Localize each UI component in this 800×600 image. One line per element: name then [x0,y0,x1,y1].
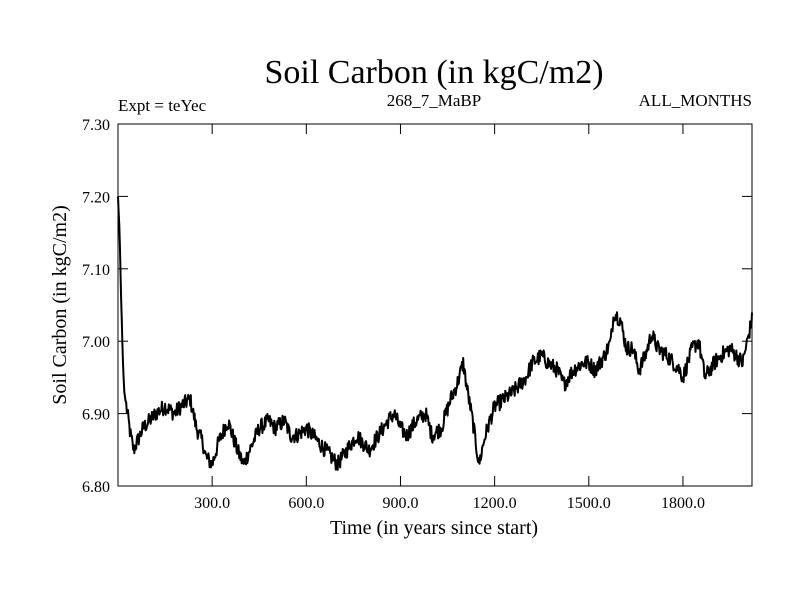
x-axis-label: Time (in years since start) [330,517,538,539]
y-axis-label: Soil Carbon (in kgC/m2) [49,205,71,404]
y-tick-label: 7.00 [82,334,110,351]
x-tick-label: 1200.0 [473,495,517,512]
chart-title: Soil Carbon (in kgC/m2) [264,54,603,91]
x-tick-label: 900.0 [382,495,418,512]
x-tick-label: 1800.0 [661,495,705,512]
y-tick-label: 6.80 [82,479,110,496]
y-tick-label: 7.10 [82,262,110,279]
y-tick-label: 7.30 [82,117,110,134]
y-tick-label: 7.20 [82,189,110,206]
subtitle-center: 268_7_MaBP [387,91,481,110]
x-tick-label: 1500.0 [567,495,611,512]
plot-frame [117,123,753,487]
x-tick-label: 600.0 [288,495,324,512]
subtitle-right: ALL_MONTHS [639,91,752,110]
series-line [117,196,753,471]
y-tick-label: 6.90 [82,407,110,424]
subtitle-left: Expt = teYec [118,96,207,115]
x-axis-ticks: 300.0 600.0 900.0 1200.0 1500.0 1800.0 [194,124,705,512]
x-tick-label: 300.0 [194,495,230,512]
y-axis-ticks: 6.80 6.90 7.00 7.10 7.20 7.30 [82,117,752,496]
